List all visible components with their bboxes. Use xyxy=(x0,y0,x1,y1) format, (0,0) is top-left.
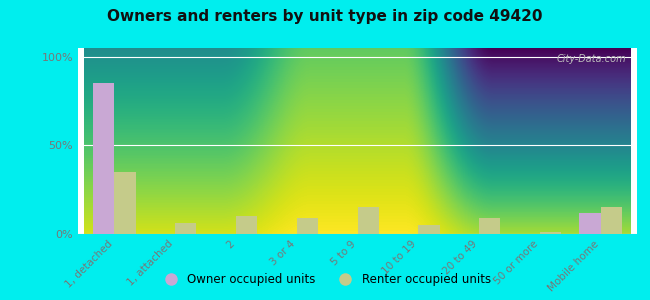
Bar xyxy=(601,207,622,234)
Bar xyxy=(176,224,196,234)
Bar xyxy=(579,213,601,234)
Bar xyxy=(93,83,114,234)
Bar xyxy=(540,232,561,234)
Bar xyxy=(358,207,379,234)
Text: Owners and renters by unit type in zip code 49420: Owners and renters by unit type in zip c… xyxy=(107,9,543,24)
Bar xyxy=(297,218,318,234)
Bar xyxy=(236,216,257,234)
Text: City-Data.com: City-Data.com xyxy=(556,54,626,64)
Bar xyxy=(114,172,136,234)
Bar xyxy=(479,218,501,234)
Bar xyxy=(418,225,439,234)
Legend: Owner occupied units, Renter occupied units: Owner occupied units, Renter occupied un… xyxy=(154,269,496,291)
